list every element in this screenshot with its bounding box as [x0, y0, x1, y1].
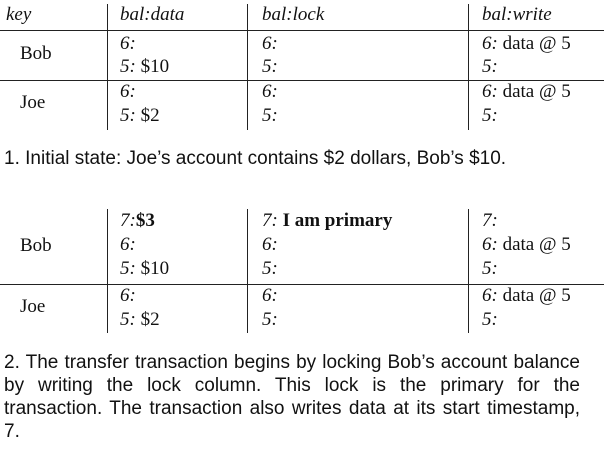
- cell-line: 6:: [120, 234, 136, 255]
- cell-line: 5:: [482, 56, 498, 77]
- cell-line: 7:$3: [120, 210, 155, 231]
- cell-line: 6:: [262, 33, 278, 54]
- cell-line: 5:: [262, 56, 278, 77]
- cell-line: 5:: [262, 258, 278, 279]
- cell-line: 6:: [262, 234, 278, 255]
- row-key-joe: Joe: [20, 92, 46, 113]
- cell-line: 5:: [482, 309, 498, 330]
- row-key-bob: Bob: [20, 43, 52, 64]
- cell-line: 6: data @ 5: [482, 81, 571, 102]
- cell-line: 5:: [482, 105, 498, 126]
- cell-line: 5:: [262, 309, 278, 330]
- cell-line: 5:: [262, 105, 278, 126]
- header-rule: [0, 30, 604, 31]
- cell-line: 5: $10: [120, 258, 170, 279]
- cell-line: 6: data @ 5: [482, 234, 571, 255]
- column-divider: [468, 4, 469, 130]
- header-bal-lock: bal:lock: [262, 4, 325, 25]
- column-divider: [107, 4, 108, 130]
- cell-line: 6:: [120, 33, 136, 54]
- column-divider: [468, 209, 469, 333]
- row-divider: [0, 80, 604, 81]
- column-divider: [107, 209, 108, 333]
- cell-line: 5: $2: [120, 309, 160, 330]
- header-key: key: [6, 4, 32, 25]
- cell-line: 7:: [482, 210, 498, 231]
- header-bal-write: bal:write: [482, 4, 552, 25]
- cell-line: 6:: [262, 285, 278, 306]
- row-key-bob: Bob: [20, 235, 52, 256]
- cell-line: 6: data @ 5: [482, 285, 571, 306]
- table-lock-primary: Bob 7:$3 6: 5: $10 7: I am primary 6: 5:…: [0, 205, 604, 335]
- column-divider: [247, 4, 248, 130]
- cell-line: 5: $2: [120, 105, 160, 126]
- cell-line: 6:: [120, 81, 136, 102]
- row-key-joe: Joe: [20, 296, 46, 317]
- row-divider: [0, 284, 604, 285]
- caption-lock-primary: 2. The transfer transaction begins by lo…: [4, 352, 580, 442]
- header-bal-data: bal:data: [120, 4, 185, 25]
- caption-initial-state: 1. Initial state: Joe’s account contains…: [4, 148, 507, 169]
- cell-line: 5: $10: [120, 56, 170, 77]
- cell-line: 6: data @ 5: [482, 33, 571, 54]
- cell-line: 6:: [120, 285, 136, 306]
- column-divider: [247, 209, 248, 333]
- cell-line: 5:: [482, 258, 498, 279]
- cell-line: 6:: [262, 81, 278, 102]
- cell-line: 7: I am primary: [262, 210, 393, 231]
- table-initial-state: key bal:data bal:lock bal:write Bob 6: 5…: [0, 0, 604, 132]
